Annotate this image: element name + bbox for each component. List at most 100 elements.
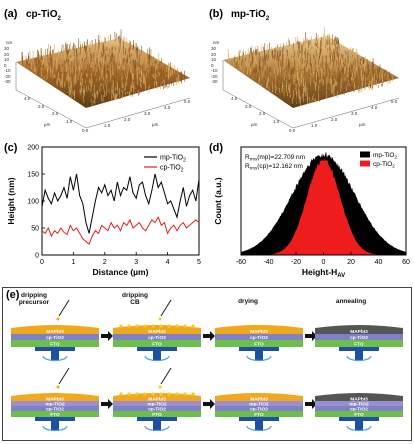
y-tick-label-0: 0	[35, 253, 39, 260]
row2-s0-layer-label-1: mp-TiO2	[45, 401, 65, 407]
row2-droplet-1	[113, 393, 201, 396]
row1-s3-layer-2	[315, 340, 403, 347]
rotation-arrow-icon	[346, 355, 372, 362]
x-axis-label: Distance (µm)	[93, 267, 149, 277]
x-tick-label-3: 3	[134, 259, 138, 266]
plot-frame	[41, 146, 200, 256]
spin-shaft	[153, 351, 161, 361]
process-arrow-icon	[305, 399, 317, 409]
x-tick-label-5: 5	[197, 259, 201, 266]
cb-droplet	[135, 324, 139, 328]
legend-label-mp-TiO2: mp-TiO2	[160, 155, 186, 164]
row2-droplet-3	[315, 393, 403, 396]
x-tick-label-3: 0	[322, 259, 326, 266]
row1-droplet-0	[11, 325, 99, 328]
row2-s1-layer-label-1: mp-TiO2	[147, 401, 167, 407]
row1-s1-layer-2	[113, 340, 201, 347]
row2-s0-layer-3	[11, 411, 99, 417]
row2-s1-layer-0	[113, 396, 201, 401]
rotation-arrow-icon	[144, 425, 170, 432]
legend-label-cp-TiO2: cp-TiO2	[373, 161, 395, 169]
row1-s0-layer-label-1: cp-TiO2	[46, 335, 64, 341]
panel-a-z-ticks: 30 20 10 0 -10 -20 -30	[4, 46, 11, 84]
row1-s3-layer-0	[315, 328, 403, 334]
cb-droplet	[143, 392, 147, 396]
x-tick-label-2: -20	[291, 259, 301, 266]
spin-shaft	[255, 351, 263, 361]
row2-s3-layer-label-1: mp-TiO2	[349, 401, 369, 407]
series-line-mp-TiO2	[41, 173, 200, 234]
row2-s3-layer-label-2: cp-TiO2	[350, 406, 368, 412]
row1-s2-layer-label-2: FTO	[254, 341, 264, 347]
spin-shaft	[51, 421, 59, 431]
rotation-arrow-icon	[346, 425, 372, 432]
row2-s2-layer-1	[215, 401, 303, 406]
cb-droplet	[159, 324, 163, 328]
row2-s2-layer-2	[215, 406, 303, 411]
droplet-icon	[56, 317, 60, 321]
annotation-0: Rrms(mp)=22.709 nm	[245, 154, 305, 162]
cb-droplet	[175, 324, 179, 328]
row1-s1-layer-label-0: MAPbI3	[148, 329, 166, 335]
panel-a-letter: (a)	[4, 8, 18, 20]
rotation-arrow-icon	[144, 355, 170, 362]
row2-s1-layer-label-2: cp-TiO2	[148, 406, 166, 412]
row2-s1-layer-1	[113, 401, 201, 406]
spin-shaft	[255, 421, 263, 431]
droplet-icon	[56, 385, 60, 389]
cb-droplet	[127, 392, 131, 396]
spin-stage	[137, 417, 177, 421]
row1-droplet-1	[113, 325, 201, 328]
spin-shaft	[355, 421, 363, 431]
row2-s0-layer-2	[11, 406, 99, 411]
cb-droplet	[119, 324, 123, 328]
afm-surface-mp	[222, 27, 400, 129]
row2-s3-layer-label-0: MAPbI3	[350, 396, 368, 402]
row1-s3-layer-label-2: FTO	[354, 341, 364, 347]
panel-a-z-unit: nm	[6, 40, 13, 45]
row2-s2-layer-3	[215, 411, 303, 417]
row2-s3-layer-0	[315, 396, 403, 401]
row1-s3-layer-1	[315, 334, 403, 340]
process-arrow-icon	[203, 331, 215, 341]
cb-droplet	[127, 324, 131, 328]
row2-s3-layer-3	[315, 411, 403, 417]
process-arrow-icon	[305, 331, 317, 341]
x-tick-label-1: 1	[71, 259, 75, 266]
row1-s3-layer-label-0: MAPbI3	[350, 329, 368, 335]
cb-droplet	[191, 392, 195, 396]
spin-stage	[35, 417, 75, 421]
row2-s0-layer-label-3: FTO	[50, 412, 60, 418]
droplet-icon	[158, 385, 162, 389]
panel-b-letter: (b)	[209, 8, 224, 20]
row1-s1-layer-label-2: FTO	[152, 341, 162, 347]
panel-e-schematic: (e) dripping precursor dripping CB drying …	[2, 287, 412, 441]
hist-area-cp-TiO2	[241, 158, 406, 255]
y-tick-label-4: 200	[27, 145, 39, 152]
spin-stage	[339, 347, 379, 351]
panel-c: (c) 0 1 2 3 4 5 0 50 100 150 200 Distance (µm) Heigh…	[0, 140, 207, 285]
cb-droplet	[151, 324, 155, 328]
panel-d-letter: (d)	[209, 142, 224, 154]
row2-s2-layer-label-0: MAPbI3	[250, 396, 268, 402]
spin-shaft	[153, 421, 161, 431]
row1-s1-layer-1	[113, 334, 201, 340]
step-label-drying: drying	[238, 298, 258, 305]
pipette-icon	[160, 299, 172, 317]
x-tick-label-2: 2	[103, 259, 107, 266]
cb-droplet	[183, 324, 187, 328]
rotation-arrow-icon	[42, 355, 68, 362]
panel-b-title: mp-TiO2	[231, 9, 270, 22]
row1-s0-layer-label-0: MAPbI3	[46, 329, 64, 335]
row1-s0-layer-label-2: FTO	[50, 341, 60, 347]
pipette-icon	[160, 367, 172, 385]
rotation-arrow-icon	[246, 425, 272, 432]
cb-droplet	[167, 324, 171, 328]
row1-s0-layer-2	[11, 340, 99, 347]
cb-droplet	[183, 392, 187, 396]
row2-s1-layer-label-3: FTO	[152, 412, 162, 418]
row2-s0-layer-label-2: cp-TiO2	[46, 406, 64, 412]
row1-s2-layer-label-0: MAPbI3	[250, 329, 268, 335]
row2-s0-layer-0	[11, 396, 99, 401]
droplet-icon	[158, 317, 162, 321]
